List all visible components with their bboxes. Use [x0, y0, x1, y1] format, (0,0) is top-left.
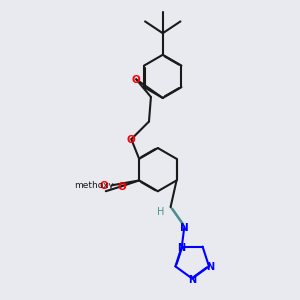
Text: O: O: [100, 181, 109, 191]
Text: N: N: [188, 274, 196, 285]
Text: O: O: [127, 135, 136, 145]
Text: O: O: [132, 75, 141, 85]
Text: N: N: [206, 262, 214, 272]
Text: N: N: [177, 243, 185, 253]
Text: N: N: [180, 223, 189, 232]
Text: H: H: [157, 207, 164, 217]
Text: methoxy: methoxy: [74, 181, 114, 190]
Text: O: O: [117, 182, 126, 192]
